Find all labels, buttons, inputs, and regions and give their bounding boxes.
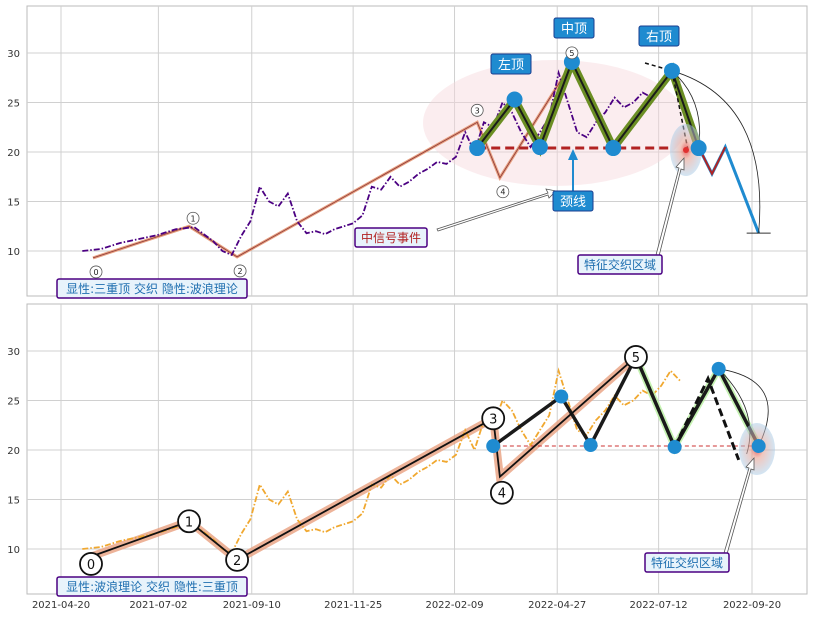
wave-label-4: 4: [498, 487, 506, 502]
xtick-5: 2022-04-27: [528, 600, 586, 611]
wave-label-4: 4: [500, 188, 505, 197]
ytick-15: 15: [7, 496, 20, 507]
price-line: [82, 367, 681, 555]
pattern-marker-0: [469, 140, 486, 157]
label-neckline: 颈线: [552, 190, 594, 212]
pattern-marker-1: [506, 91, 523, 108]
wave-label-1: 1: [191, 214, 196, 223]
wave-label-circle-4: [496, 185, 510, 199]
xtick-6: 2022-07-12: [630, 600, 688, 611]
xtick-4: 2022-02-09: [425, 600, 483, 611]
wave-label-circle-2: [233, 264, 247, 278]
pattern-marker-4: [605, 140, 622, 157]
ytick-10: 10: [7, 545, 20, 556]
label-signal-event-text: 中信号事件: [361, 230, 421, 245]
label-feature-zone-top: 特征交织区域: [577, 254, 663, 275]
caption-bottom: 显性:波浪理论 交织 隐性:三重顶: [56, 576, 248, 597]
feature-zone-center: [683, 147, 689, 153]
xtick-1: 2021-07-02: [129, 600, 187, 611]
ytick-20: 20: [7, 446, 20, 457]
pattern-marker-6: [690, 140, 707, 157]
ytick-20: 20: [7, 148, 20, 159]
wave-label-circle-1: [186, 211, 200, 225]
pattern-marker-5: [711, 361, 726, 376]
ytick-30: 30: [7, 49, 20, 60]
xtick-3: 2021-11-25: [324, 600, 382, 611]
ytick-15: 15: [7, 198, 20, 209]
label-middle-top-text: 中顶: [561, 22, 587, 37]
pattern-marker-6: [751, 439, 766, 454]
pattern-highlight-ellipse: [423, 60, 687, 186]
wave-label-5: 5: [569, 49, 574, 58]
bottom-panel-frame: [26, 303, 808, 595]
wave-label-0: 0: [93, 268, 98, 277]
wave-label-1: 1: [185, 515, 193, 530]
arrow-neckline-head: [568, 149, 578, 160]
wave-label-circle-3: [481, 406, 506, 431]
label-right-top-text: 右顶: [646, 30, 672, 45]
pattern-marker-0: [486, 439, 501, 454]
label-feature-zone-top-text: 特征交织区域: [584, 257, 656, 272]
ytick-25: 25: [7, 397, 20, 408]
wave-label-circle-5: [565, 46, 579, 60]
pattern-marker-4: [667, 440, 682, 455]
ytick-30: 30: [7, 347, 20, 358]
label-signal-event: 中信号事件: [354, 227, 428, 248]
wave-path: [92, 356, 637, 561]
arrow-feature-top: [655, 156, 685, 257]
wave-label-2: 2: [233, 554, 241, 569]
top-chart-layer: 0 1 2 3 4 5: [82, 46, 771, 279]
pattern-marker-5: [663, 62, 680, 79]
caption-bottom-text: 显性:波浪理论 交织 隐性:三重顶: [66, 579, 238, 594]
label-right-top: 右顶: [638, 25, 680, 47]
arc-outer: [671, 70, 761, 234]
ytick-25: 25: [7, 99, 20, 110]
label-neckline-text: 颈线: [560, 195, 586, 210]
xtick-7: 2022-09-20: [723, 600, 781, 611]
wave-label-3: 3: [475, 106, 480, 115]
label-left-top: 左顶: [490, 53, 532, 75]
pattern-marker-1: [554, 389, 569, 404]
wave-label-5: 5: [632, 351, 640, 366]
pattern-marker-3: [563, 53, 580, 70]
price-line: [82, 69, 681, 257]
ytick-10: 10: [7, 247, 20, 258]
wave-label-circle-4: [489, 480, 514, 505]
label-middle-top: 中顶: [553, 17, 595, 39]
pattern-marker-2: [583, 438, 598, 453]
wave-label-2: 2: [238, 267, 243, 276]
bottom-chart-layer: 0 1 2 3 4 5: [79, 345, 775, 576]
label-left-top-text: 左顶: [498, 58, 524, 73]
caption-top-text: 显性:三重顶 交织 隐性:波浪理论: [66, 281, 238, 296]
pattern-dashed: [673, 374, 741, 461]
pattern-marker-2: [531, 139, 548, 156]
wave-label-0: 0: [87, 558, 95, 573]
wave-label-circle-0: [79, 552, 103, 576]
projection-red: [697, 146, 727, 177]
wave-label-3: 3: [489, 412, 497, 427]
wave-label-circle-3: [470, 103, 484, 117]
arrow-feature-bottom: [723, 456, 755, 555]
wave-path: [92, 62, 573, 259]
label-feature-zone-bottom-text: 特征交织区域: [651, 555, 723, 570]
wave-label-circle-2: [225, 547, 249, 572]
xtick-2: 2021-09-10: [223, 600, 281, 611]
wave-label-circle-1: [177, 509, 201, 534]
caption-top: 显性:三重顶 交织 隐性:波浪理论: [56, 278, 248, 299]
xtick-0: 2021-04-20: [32, 600, 90, 611]
wave-label-circle-5: [624, 345, 648, 369]
wave-label-circle-0: [89, 265, 103, 279]
label-feature-zone-bottom: 特征交织区域: [644, 552, 730, 573]
